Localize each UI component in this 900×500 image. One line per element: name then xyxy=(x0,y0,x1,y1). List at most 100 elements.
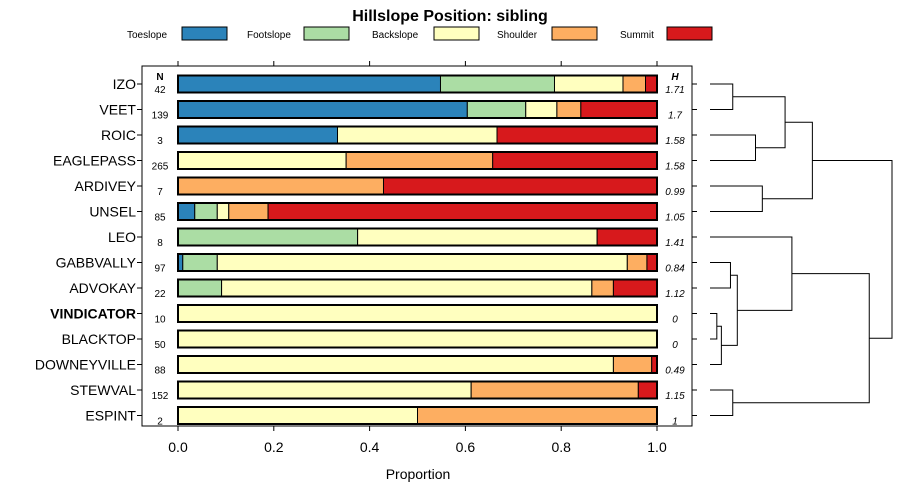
row-h: 1.15 xyxy=(665,391,685,402)
row-n: 10 xyxy=(154,315,166,326)
row-label: ESPINT xyxy=(85,408,136,424)
dendrogram-link xyxy=(710,313,718,340)
row-label: ADVOKAY xyxy=(69,280,136,296)
row-n: 265 xyxy=(152,162,169,173)
row-label: EAGLEPASS xyxy=(53,153,136,169)
bar-outline xyxy=(177,278,658,298)
bar-row: BLACKTOP 50 0 xyxy=(62,329,697,351)
bar-segment-footslope xyxy=(466,100,527,119)
row-h: 1.41 xyxy=(665,238,684,249)
bar-segment-backslope xyxy=(177,304,658,323)
bar-row: ARDIVEY 7 0.99 xyxy=(75,176,697,198)
x-tick-label: 1.0 xyxy=(647,439,667,455)
bar-segment-summit xyxy=(580,100,658,119)
row-n: 3 xyxy=(157,136,163,147)
plot-frame xyxy=(141,65,693,427)
dendrogram-link xyxy=(710,236,793,311)
bar-segment-shoulder xyxy=(626,253,648,272)
bar-segment-summit xyxy=(267,202,658,221)
bar-segment-summit xyxy=(596,228,658,246)
x-tick-label: 0.0 xyxy=(168,439,188,455)
bar-segment-summit xyxy=(645,75,658,93)
dendrogram-link xyxy=(710,134,756,161)
bar-outline xyxy=(177,74,658,94)
chart-title: Hillslope Position: sibling xyxy=(352,8,548,25)
dendrogram-link xyxy=(812,160,893,339)
bar-segment-backslope xyxy=(357,228,598,246)
bar-segment-shoulder xyxy=(345,151,494,170)
bar-row: LEO 8 1.41 xyxy=(108,227,697,249)
bar-segment-summit xyxy=(382,177,658,195)
bar-row: ADVOKAY 22 1.12 xyxy=(69,278,697,300)
row-h: 0 xyxy=(672,315,678,326)
bar-outline xyxy=(177,176,658,196)
bar-segment-backslope xyxy=(177,151,347,170)
bar-row: EAGLEPASS 265 1.58 xyxy=(53,151,697,173)
bar-row: VEET 139 1.7 xyxy=(99,100,697,122)
bar-segment-footslope xyxy=(177,228,359,246)
row-label: ROIC xyxy=(101,127,136,143)
bar-row: GABBVALLY 97 0.84 xyxy=(56,253,697,275)
bar-segment-shoulder xyxy=(228,202,269,221)
row-label: ARDIVEY xyxy=(75,178,137,194)
bar-row: IZO 42 1.71 xyxy=(113,74,697,96)
row-h: 0.99 xyxy=(665,187,685,198)
row-n: 2 xyxy=(157,417,163,428)
bar-row: DOWNEYVILLE 88 0.49 xyxy=(35,355,697,377)
bar-outline xyxy=(177,355,658,374)
dendrogram-link xyxy=(762,121,813,200)
bar-row: UNSEL 85 1.05 xyxy=(89,202,697,224)
bar-outline xyxy=(177,100,658,119)
x-tick-label: 0.2 xyxy=(264,439,284,455)
x-axis-label: Proportion xyxy=(386,466,451,482)
row-h: 1.58 xyxy=(665,136,685,147)
bar-segment-backslope xyxy=(177,406,418,425)
row-label: VINDICATOR xyxy=(50,306,136,322)
row-label: GABBVALLY xyxy=(56,255,137,271)
row-h: 1.05 xyxy=(665,213,685,224)
bar-segment-toeslope xyxy=(177,126,339,144)
row-label: STEWVAL xyxy=(70,382,136,398)
bar-segment-toeslope xyxy=(177,100,468,119)
dendrogram-link xyxy=(732,273,870,404)
legend: Toeslope Footslope Backslope Shoulder Summit xyxy=(127,26,713,41)
bar-segment-shoulder xyxy=(177,177,384,195)
bar-segment-backslope xyxy=(553,75,624,93)
x-tick-label: 0.4 xyxy=(360,439,380,455)
bar-segment-footslope xyxy=(194,202,218,221)
row-label: UNSEL xyxy=(89,204,136,220)
legend-swatch xyxy=(433,26,480,41)
legend-swatch xyxy=(181,26,228,41)
bar-segment-toeslope xyxy=(177,75,441,93)
x-tick-label: 0.6 xyxy=(456,439,476,455)
dendrogram-link xyxy=(710,262,731,289)
bar-segment-backslope xyxy=(221,279,593,297)
row-n: 22 xyxy=(154,289,166,300)
dendrogram-link xyxy=(721,274,738,346)
n-header: N xyxy=(156,72,163,83)
bar-segment-shoulder xyxy=(417,406,658,425)
legend-label: Summit xyxy=(620,30,654,41)
row-n: 7 xyxy=(157,187,163,198)
legend-swatch xyxy=(303,26,350,41)
dendrogram-link xyxy=(710,325,722,365)
bar-segment-shoulder xyxy=(470,381,639,399)
bar-row: ROIC 3 1.58 xyxy=(101,125,697,147)
bar-segment-shoulder xyxy=(591,279,614,297)
bar-segment-backslope xyxy=(177,355,614,374)
legend-label: Shoulder xyxy=(497,30,538,41)
bar-segment-footslope xyxy=(439,75,555,93)
bar-segment-footslope xyxy=(182,253,218,272)
bar-segment-backslope xyxy=(177,381,472,399)
bar-segment-summit xyxy=(612,279,658,297)
dendrogram-link xyxy=(710,389,734,416)
bar-segment-backslope xyxy=(337,126,498,144)
bar-segment-shoulder xyxy=(556,100,582,119)
bar-segment-summit xyxy=(496,126,658,144)
bar-row: STEWVAL 152 1.15 xyxy=(70,380,697,402)
plot-area: 0.0 0.2 0.4 0.6 0.8 1.0 N H IZO 42 1.71 VEET 139 1.7 R… xyxy=(35,61,697,455)
dendrogram-link xyxy=(710,83,734,110)
row-h: 1 xyxy=(672,417,678,428)
row-h: 0 xyxy=(672,340,678,351)
bar-segment-shoulder xyxy=(612,355,653,374)
